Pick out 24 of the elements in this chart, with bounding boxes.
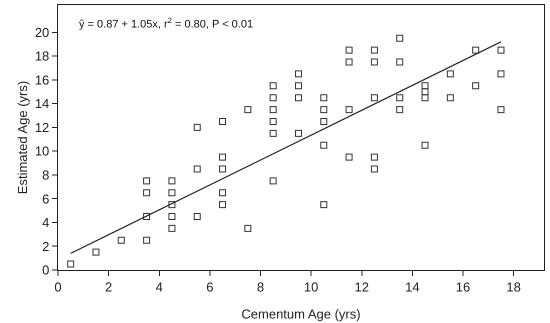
x-tick-label: 2 bbox=[105, 280, 112, 295]
y-tick-label: 12 bbox=[34, 120, 50, 135]
y-tick-label: 16 bbox=[34, 72, 50, 88]
x-tick-label: 4 bbox=[156, 280, 163, 295]
x-tick-label: 18 bbox=[506, 280, 521, 295]
y-tick-label: 10 bbox=[34, 144, 50, 159]
y-tick-label: 2 bbox=[42, 238, 50, 254]
x-tick-label: 0 bbox=[54, 280, 62, 295]
x-tick-label: 8 bbox=[256, 280, 264, 295]
y-tick-label: 4 bbox=[42, 215, 50, 230]
y-tick-label: 6 bbox=[42, 191, 50, 206]
x-tick-label: 14 bbox=[405, 280, 420, 295]
x-tick-label: 6 bbox=[206, 280, 214, 295]
x-axis-title: Cementum Age (yrs) bbox=[241, 306, 361, 322]
y-tick-label: 8 bbox=[42, 167, 50, 182]
x-tick-label: 12 bbox=[354, 280, 369, 295]
y-tick-label: 18 bbox=[34, 48, 50, 64]
y-tick-label: 0 bbox=[42, 262, 50, 278]
y-tick-label: 14 bbox=[34, 96, 50, 112]
x-tick-label: 16 bbox=[456, 280, 470, 295]
x-tick-label: 10 bbox=[304, 280, 318, 295]
y-tick-label: 20 bbox=[34, 24, 50, 40]
y-axis-title: Estimated Age (yrs) bbox=[14, 80, 30, 194]
annotation: ŷ = 0.87 + 1.05x, r$^{2}$ = 0.80, P < 0.01 bbox=[79, 16, 254, 31]
